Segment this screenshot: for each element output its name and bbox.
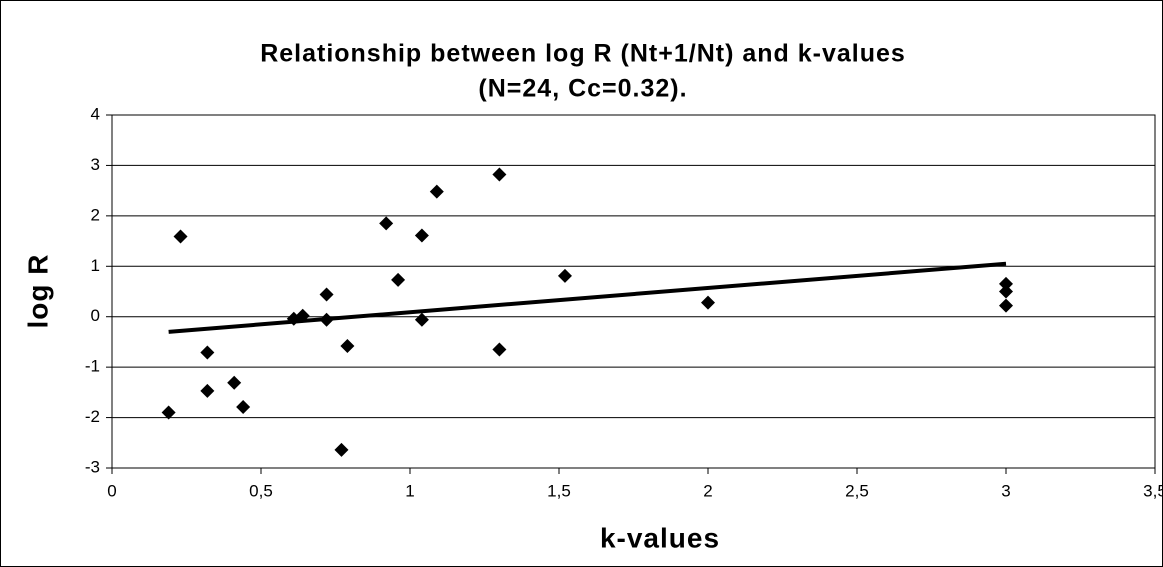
point [334,442,349,457]
point [999,298,1013,313]
chart-subtitle: (N=24, Cc=0.32). [478,75,687,103]
point [492,342,507,357]
point [414,228,429,243]
point [340,338,355,353]
point [429,184,444,199]
point [492,167,507,182]
x-tick-label: 3 [1001,481,1010,500]
point [236,399,251,414]
point [999,284,1013,299]
point [227,375,242,390]
point [161,405,176,420]
y-axis-title: log R [22,254,53,329]
x-tick-label: 2 [703,481,712,500]
y-tick-label: -2 [85,407,100,426]
y-tick-label: 0 [91,306,100,325]
y-tick-label: 1 [91,256,100,275]
plot-area [111,114,1156,469]
point [200,345,215,360]
y-tick-label: 3 [91,155,100,174]
y-tick-label: 4 [91,104,100,123]
point [414,312,429,327]
x-tick-label: 0,5 [249,481,273,500]
x-tick-label: 0 [107,481,116,500]
point [173,229,188,244]
x-tick-label: 2,5 [845,481,869,500]
point [999,276,1013,291]
x-tick-label: 3,5 [1143,481,1163,500]
point [701,295,715,310]
x-axis-title: k-values [600,522,720,553]
y-tick-label: -3 [85,457,100,476]
point [200,383,215,398]
point [379,216,394,231]
point [319,287,334,302]
point [391,272,406,287]
point [557,268,572,283]
y-tick-label: -1 [85,357,100,376]
x-tick-label: 1,5 [547,481,571,500]
y-tick-label: 2 [91,205,100,224]
chart-title: Relationship between log R (Nt+1/Nt) and… [260,40,906,68]
x-tick-label: 1 [405,481,414,500]
trendline [168,261,1007,334]
